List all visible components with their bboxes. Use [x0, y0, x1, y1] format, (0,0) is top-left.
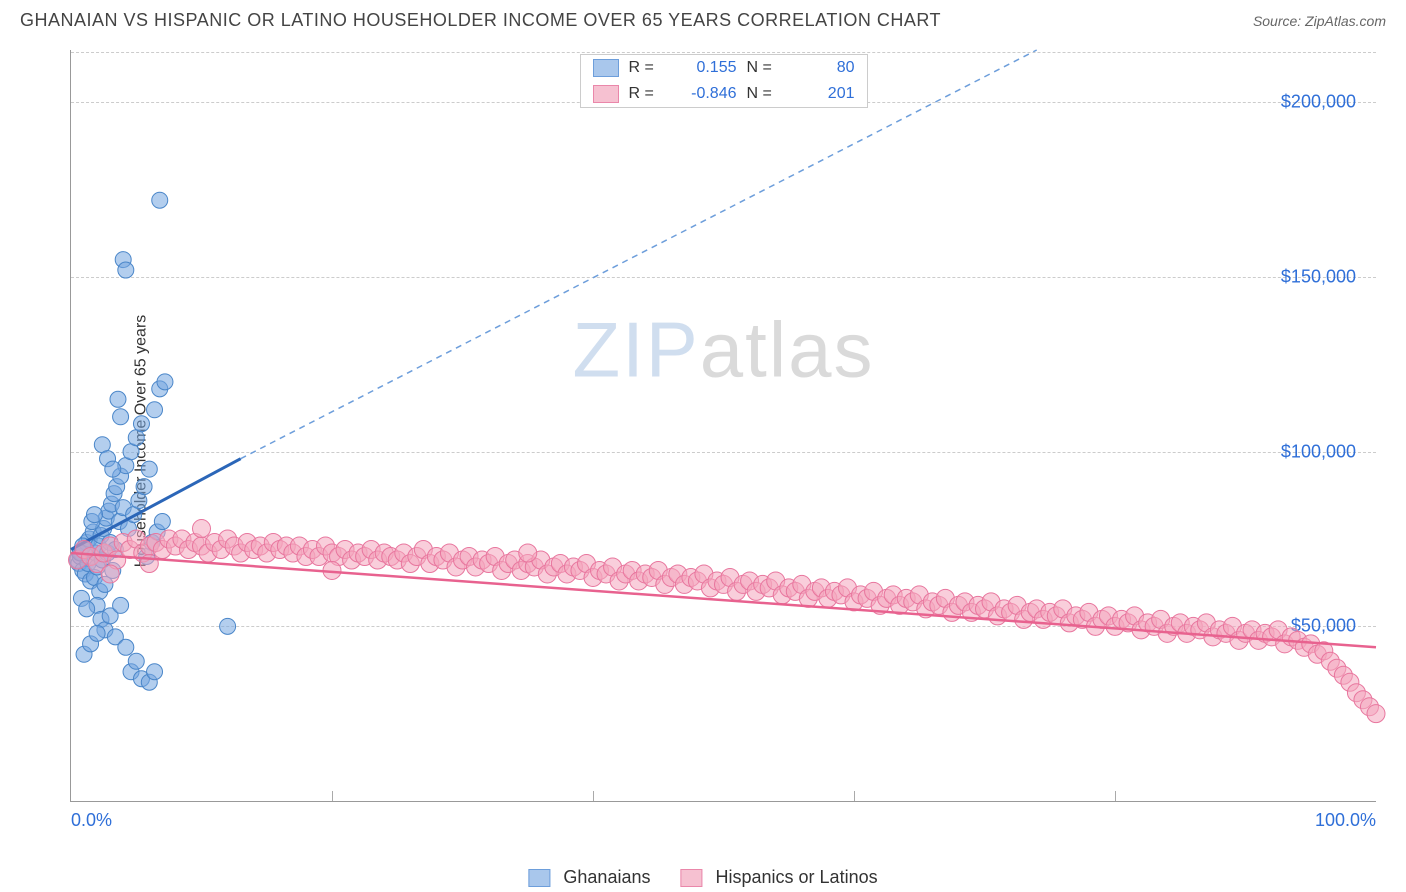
- stat-n-ghanaians: 80: [793, 59, 855, 77]
- swatch-ghanaians: [528, 869, 550, 887]
- x-tick-label: 0.0%: [71, 810, 112, 831]
- swatch-ghanaians: [593, 59, 619, 77]
- stat-key-n: N =: [747, 59, 783, 77]
- stat-key-r: R =: [629, 59, 665, 77]
- legend-row-ghanaians: R = 0.155 N = 80: [581, 55, 867, 81]
- plot-region: R = 0.155 N = 80 R = -0.846 N = 201 ZIPa…: [70, 50, 1376, 802]
- correlation-legend: R = 0.155 N = 80 R = -0.846 N = 201: [580, 54, 868, 108]
- chart-area: Householder Income Over 65 years R = 0.1…: [20, 40, 1386, 842]
- series-name-ghanaians: Ghanaians: [563, 867, 650, 887]
- legend-item-ghanaians: Ghanaians: [528, 867, 650, 888]
- swatch-hispanics: [593, 85, 619, 103]
- stat-r-hispanics: -0.846: [675, 85, 737, 103]
- stat-key-r: R =: [629, 85, 665, 103]
- stat-key-n: N =: [747, 85, 783, 103]
- legend-item-hispanics: Hispanics or Latinos: [680, 867, 877, 888]
- chart-title: GHANAIAN VS HISPANIC OR LATINO HOUSEHOLD…: [20, 10, 941, 31]
- stat-r-ghanaians: 0.155: [675, 59, 737, 77]
- swatch-hispanics: [680, 869, 702, 887]
- source-label: Source: ZipAtlas.com: [1253, 13, 1386, 29]
- stat-n-hispanics: 201: [793, 85, 855, 103]
- svg-layer: [71, 50, 1376, 801]
- x-tick-label: 100.0%: [1315, 810, 1376, 831]
- series-legend: Ghanaians Hispanics or Latinos: [528, 867, 877, 888]
- series-name-hispanics: Hispanics or Latinos: [716, 867, 878, 887]
- legend-row-hispanics: R = -0.846 N = 201: [581, 81, 867, 107]
